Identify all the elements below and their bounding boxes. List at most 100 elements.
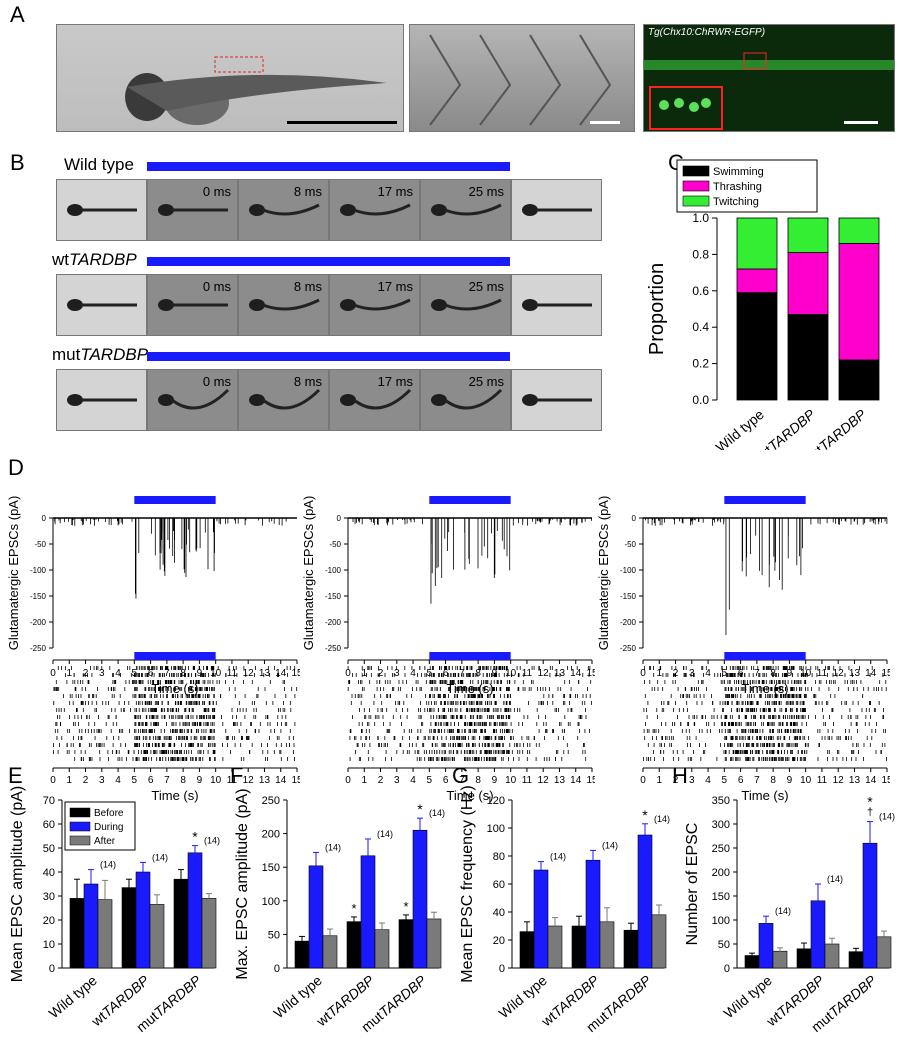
raster-x-tick-label: 14 xyxy=(570,775,582,786)
y-axis-label: Mean EPSC frequency (Hz) xyxy=(459,785,476,982)
y-tick-label: 0.2 xyxy=(692,357,709,371)
larva-frame xyxy=(511,179,602,241)
raster-x-tick-label: 11 xyxy=(817,775,828,786)
x-tick-label: 11 xyxy=(522,668,533,679)
bar xyxy=(69,898,85,969)
raster-x-tick-label: 1 xyxy=(656,775,662,786)
legend: Before During After xyxy=(64,801,136,851)
legend-label: Before xyxy=(94,808,124,819)
larva-head xyxy=(522,204,538,216)
raster-x-tick-label: 5 xyxy=(132,775,138,786)
raster-x-tick-label: 13 xyxy=(849,775,861,786)
epsc-events xyxy=(352,518,592,604)
larva-silhouette xyxy=(431,203,502,216)
bar xyxy=(824,943,840,969)
category-label: Wild type xyxy=(713,406,768,450)
larva-head xyxy=(249,394,265,406)
x-tick-label: 0 xyxy=(345,668,351,679)
y-tick-label: 80 xyxy=(493,851,505,863)
raster-x-tick-label: 6 xyxy=(443,775,449,786)
larva-frame: 17 ms xyxy=(329,179,420,241)
y-tick-label: 0 xyxy=(274,963,280,975)
larva-frame: 25 ms xyxy=(420,369,511,431)
y-tick-label: -250 xyxy=(30,644,47,653)
y-tick-label: 40 xyxy=(43,867,55,879)
raster-x-tick-label: 4 xyxy=(115,775,121,786)
mean-frequency-chart: 0 20 40 60 80 100 120 Mean EPSC frequency (Hz) (… xyxy=(459,785,670,1035)
y-axis-label: Number of EPSC xyxy=(684,823,701,946)
significance-star: * xyxy=(417,801,423,817)
larva-silhouette xyxy=(431,388,503,410)
raster-x-tick-label: 5 xyxy=(722,775,728,786)
genotype-label: mutTARDBP xyxy=(52,345,149,364)
bar xyxy=(308,865,324,969)
x-tick-label: 10 xyxy=(505,668,517,679)
raster-x-tick-label: 15 xyxy=(586,775,595,786)
n-label: (14) xyxy=(152,852,168,862)
larva-body xyxy=(444,298,502,311)
panel-label-e: E xyxy=(8,763,23,788)
raster-x-tick-label: 0 xyxy=(50,775,56,786)
x-tick-label: 4 xyxy=(115,668,121,679)
y-tick-label: 0 xyxy=(42,514,47,523)
bar xyxy=(322,935,338,969)
raster-x-tick-label: 11 xyxy=(227,775,238,786)
n-label: (14) xyxy=(377,829,393,839)
raster-x-tick-label: 7 xyxy=(459,775,465,786)
raster-x-tick-label: 1 xyxy=(361,775,367,786)
x-tick-label: 3 xyxy=(394,668,400,679)
larva-frame: 17 ms xyxy=(329,369,420,431)
bar xyxy=(426,918,442,969)
x-tick-label: 13 xyxy=(259,668,271,679)
n-label: (14) xyxy=(100,860,116,870)
larva-head xyxy=(249,299,265,311)
larva-body xyxy=(353,388,412,410)
larva-silhouette xyxy=(249,298,320,311)
bar xyxy=(294,940,310,969)
larva-silhouette xyxy=(522,204,592,216)
bar xyxy=(547,925,563,969)
larva-head xyxy=(67,394,83,406)
larva-body xyxy=(353,298,411,311)
y-axis-label: Glutamatergic EPSCs (pA) xyxy=(596,496,611,651)
larva-body xyxy=(444,203,502,216)
stacked-bar-segment xyxy=(736,292,778,401)
x-tick-label: 6 xyxy=(148,668,154,679)
y-tick-label: 150 xyxy=(712,891,730,903)
category-label: wtTARDBP xyxy=(753,406,818,450)
bar xyxy=(135,871,151,969)
raster-ticks xyxy=(643,666,887,761)
x-tick-label: 2 xyxy=(378,668,384,679)
raster-x-tick-label: 9 xyxy=(492,775,498,786)
y-tick-label: 250 xyxy=(262,795,280,807)
y-tick-label: -200 xyxy=(620,618,637,627)
panel-label-d: D xyxy=(8,455,24,480)
bar xyxy=(758,923,774,969)
y-tick-label: 10 xyxy=(43,939,55,951)
n-label: (14) xyxy=(602,840,618,850)
raster-x-tick-label: 15 xyxy=(291,775,300,786)
bar xyxy=(533,869,549,969)
larva-body xyxy=(444,388,503,410)
larva-silhouette xyxy=(340,203,411,216)
raster-x-tick-label: 12 xyxy=(243,775,255,786)
x-tick-label: 10 xyxy=(210,668,222,679)
x-axis-label: Time (s) xyxy=(741,681,788,696)
y-tick-label: -100 xyxy=(30,566,47,575)
y-tick-label: 0.8 xyxy=(692,247,709,261)
larva-silhouette xyxy=(340,388,412,410)
y-tick-label: 0.6 xyxy=(692,284,709,298)
larva-silhouette xyxy=(431,298,502,311)
raster-x-tick-label: 3 xyxy=(394,775,400,786)
raster-x-tick-label: 3 xyxy=(99,775,105,786)
y-tick-label: 0 xyxy=(499,963,505,975)
x-tick-label: 13 xyxy=(849,668,861,679)
raster-x-tick-label: 7 xyxy=(164,775,170,786)
raster-x-tick-label: 10 xyxy=(800,775,812,786)
panel-label-a: A xyxy=(10,2,25,27)
y-tick-label: -200 xyxy=(30,618,47,627)
scale-bar xyxy=(287,121,397,124)
frame-time-label: 8 ms xyxy=(293,279,322,294)
